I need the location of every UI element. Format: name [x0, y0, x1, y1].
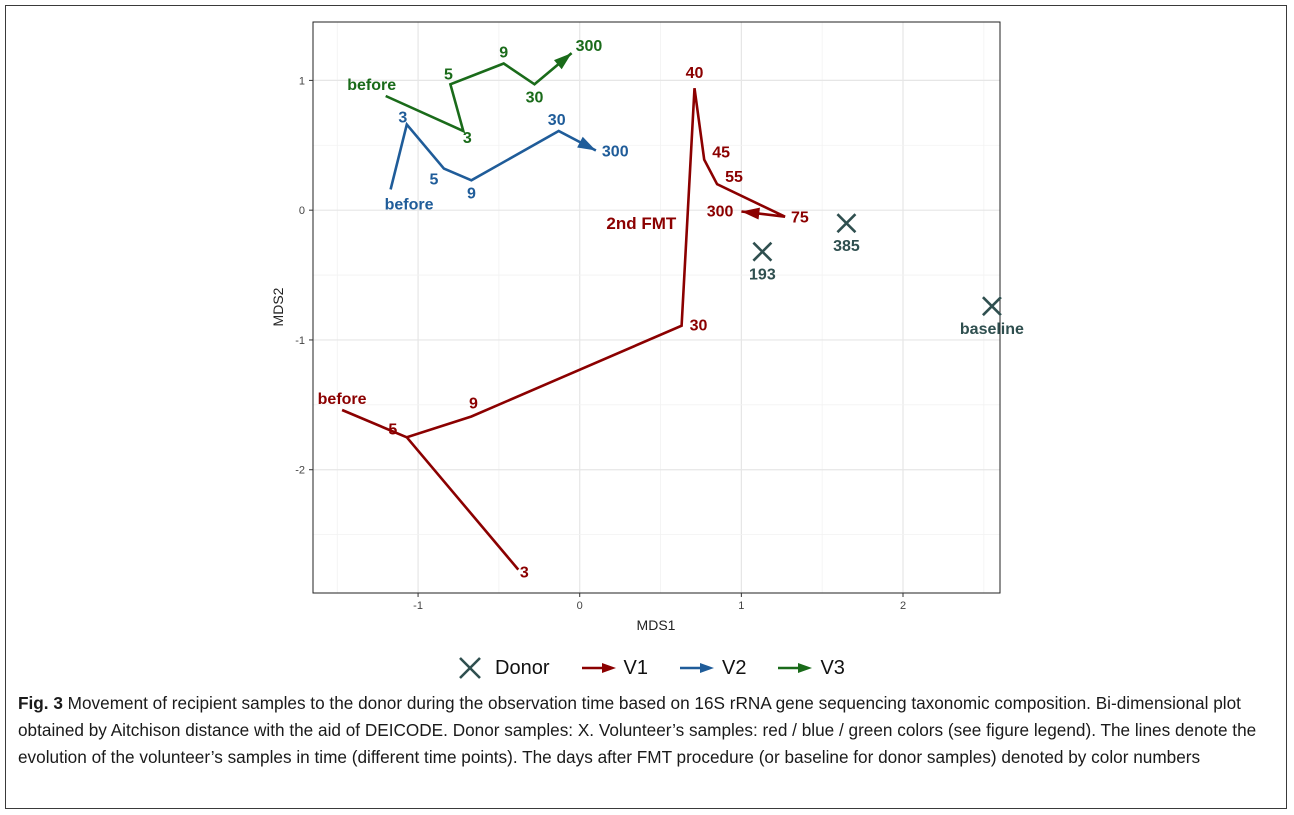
series-line-v1 — [341, 88, 786, 571]
point-label-v2: 300 — [602, 144, 629, 161]
legend-item-v1: V1 — [578, 653, 648, 683]
x-tick-label: 2 — [900, 600, 906, 612]
donor-markers — [752, 213, 1002, 317]
legend-item-v3: V3 — [774, 653, 845, 683]
cross-icon — [459, 657, 481, 679]
series-line-v2 — [389, 121, 597, 190]
x-tick-label: 0 — [577, 600, 583, 612]
point-label-v2: 5 — [429, 172, 438, 189]
point-label-v1: 55 — [725, 169, 743, 186]
point-label-v1: before — [318, 391, 367, 408]
legend-label-v1: V1 — [623, 656, 648, 679]
legend-label-v3: V3 — [820, 656, 845, 679]
x-axis-title: MDS1 — [637, 617, 676, 633]
annotation-2nd-fmt: 2nd FMT — [606, 214, 676, 233]
grid-lines — [313, 22, 1000, 593]
figure-frame — [5, 5, 1287, 809]
y-tick-label: -2 — [295, 465, 305, 477]
point-label-v2: 3 — [398, 110, 407, 127]
legend: Donor V1 V2 V3 — [0, 650, 1294, 686]
point-label-v2: before — [385, 196, 434, 213]
legend-label-donor: Donor — [495, 656, 550, 679]
point-label-v1: 9 — [469, 396, 478, 413]
y-tick-label: -1 — [295, 335, 305, 347]
point-label-v3: 5 — [444, 66, 453, 83]
point-label-v2: 9 — [467, 185, 476, 202]
point-label-v3: 3 — [463, 130, 472, 147]
plot-panel-border — [312, 21, 1001, 594]
y-tick-label: 0 — [299, 205, 305, 217]
legend-item-v2: V2 — [676, 653, 746, 683]
series-arrowhead-v2 — [577, 136, 596, 151]
mds-plot: before5393040455575300before35930300befo… — [270, 21, 1024, 633]
point-label-v3: 9 — [499, 45, 508, 62]
figure-caption: Fig. 3 Movement of recipient samples to … — [18, 690, 1278, 771]
series-arrowhead-v1 — [741, 207, 760, 220]
figure-label: Fig. 3 — [18, 693, 63, 713]
point-label-v3: 300 — [576, 38, 603, 55]
legend-item-donor: Donor — [449, 653, 550, 683]
axis-ticks: -1 0 1 2 -2 -1 0 1 — [295, 75, 906, 612]
arrow-icon — [778, 663, 813, 673]
point-label-v1: 3 — [520, 565, 529, 582]
x-tick-label: -1 — [413, 600, 423, 612]
donor-label: 385 — [833, 238, 860, 255]
legend-label-v2: V2 — [722, 656, 747, 679]
donor-marker — [981, 296, 1002, 317]
y-axis-title: MDS2 — [270, 287, 286, 326]
donor-marker — [836, 213, 857, 234]
point-label-v1: 300 — [707, 204, 734, 221]
x-tick-label: 1 — [738, 600, 744, 612]
series-lines — [341, 52, 786, 571]
point-label-v1: 75 — [791, 210, 809, 227]
series-line-v3 — [385, 52, 573, 134]
donor-label: baseline — [960, 321, 1024, 338]
caption-text: Movement of recipient samples to the don… — [18, 693, 1257, 767]
point-label-v3: 30 — [526, 89, 544, 106]
y-tick-label: 1 — [299, 75, 305, 87]
donor-label: 193 — [749, 267, 776, 284]
arrow-icon — [680, 663, 714, 673]
point-label-v3: before — [347, 77, 396, 94]
point-label-v2: 30 — [548, 112, 566, 129]
point-label-v1: 45 — [712, 145, 730, 162]
series-arrowhead-v3 — [553, 53, 572, 70]
point-label-v1: 30 — [690, 318, 708, 335]
point-label-v1: 5 — [388, 421, 397, 438]
point-label-v1: 40 — [686, 65, 704, 82]
donor-marker — [752, 241, 773, 262]
point-labels: before5393040455575300before35930300befo… — [318, 38, 1024, 582]
arrow-icon — [581, 663, 616, 673]
